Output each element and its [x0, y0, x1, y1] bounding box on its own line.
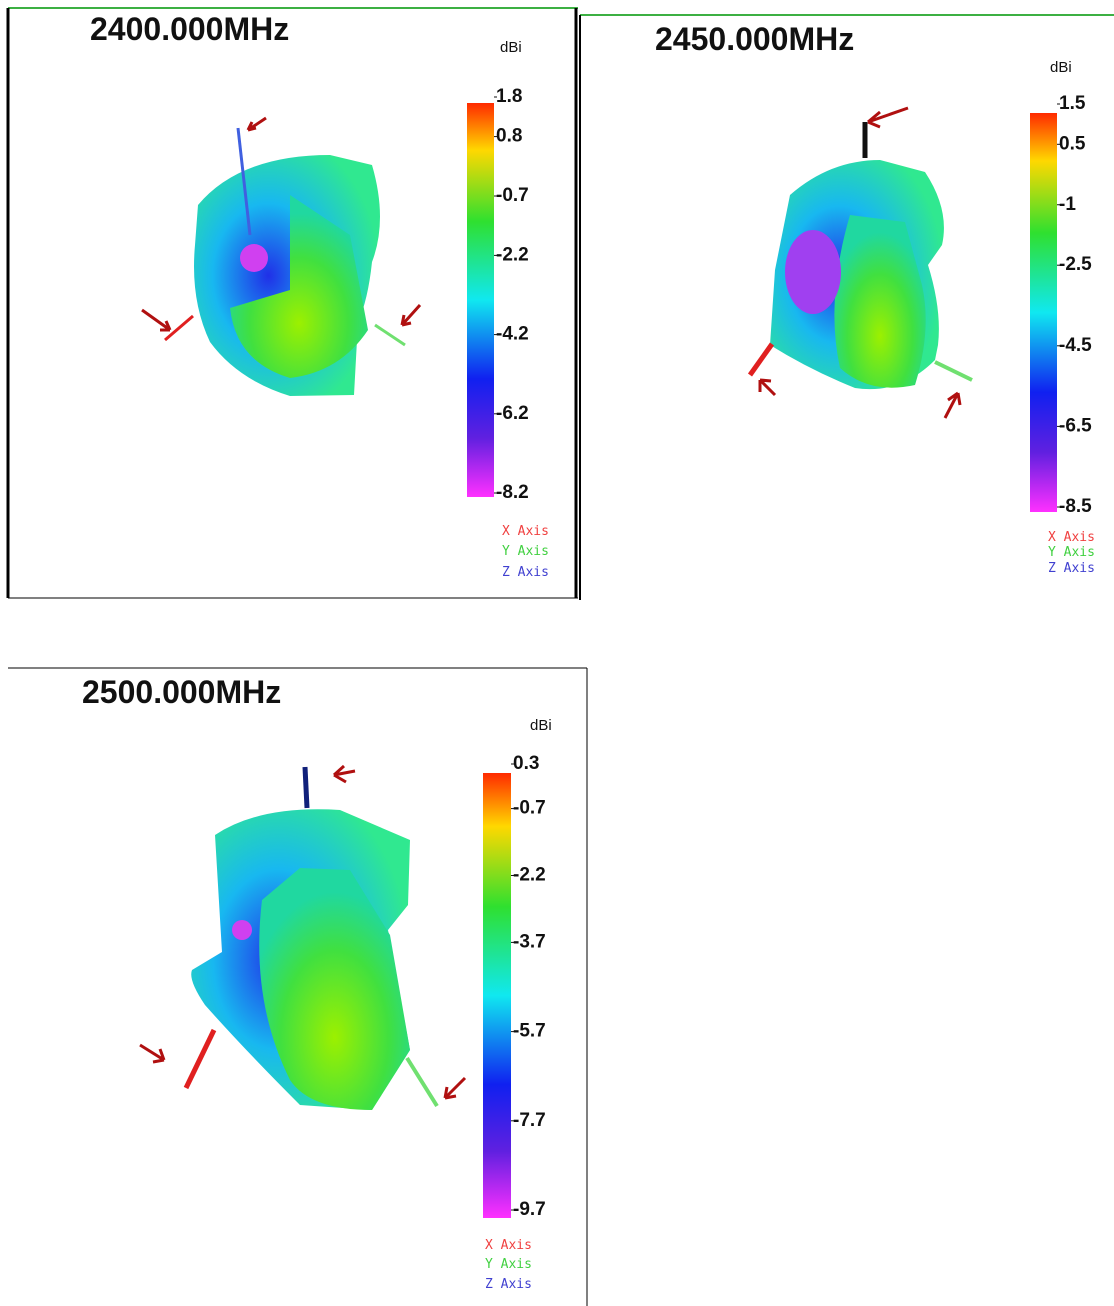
panel-title: 2400.000MHz — [90, 11, 289, 47]
axis-legend: Z Axis — [1048, 561, 1095, 576]
axis-legend: Y Axis — [502, 544, 549, 559]
scale-label: -6.2 — [496, 403, 529, 424]
axis-legend: Z Axis — [485, 1277, 532, 1292]
axis-legend: Z Axis — [502, 565, 549, 580]
scale-label: -4.5 — [1059, 335, 1092, 356]
scale-label: -2.2 — [496, 244, 529, 265]
color-bar — [467, 103, 494, 497]
scale-label: 1.5 — [1059, 93, 1086, 114]
scale-label: -4.2 — [496, 324, 529, 345]
axis-legend: X Axis — [502, 524, 549, 539]
scale-label: -2.5 — [1059, 254, 1092, 275]
scale-label: -8.5 — [1059, 496, 1092, 517]
scale-label: -5.7 — [513, 1021, 546, 1042]
scale-label: -9.7 — [513, 1199, 546, 1220]
panel-title: 2500.000MHz — [82, 674, 281, 710]
radiation-pattern — [142, 118, 420, 396]
scale-label: -7.7 — [513, 1110, 546, 1131]
axis-legend: Y Axis — [485, 1257, 532, 1272]
unit-label: dBi — [1050, 59, 1072, 76]
scale-label: 0.5 — [1059, 133, 1086, 154]
axis-legend: Y Axis — [1048, 545, 1095, 560]
scale-label: -0.7 — [513, 798, 546, 819]
scale-label: 0.8 — [496, 126, 522, 147]
color-bar — [1030, 113, 1057, 512]
screenshot: 2400.000MHz dBi 1.8 0.8 -0.7 -2.2 -4.2 -6.2 -8.2… — [0, 0, 1114, 1306]
scale-label: -6.5 — [1059, 415, 1092, 436]
scale-label: -0.7 — [496, 185, 529, 206]
radiation-pattern — [140, 766, 465, 1110]
unit-label: dBi — [500, 39, 522, 56]
axis-legend: X Axis — [485, 1238, 532, 1253]
color-bar — [483, 773, 511, 1218]
radiation-pattern — [750, 108, 972, 418]
unit-label: dBi — [530, 717, 552, 734]
scale-label: 1.8 — [496, 86, 522, 107]
scale-label: 0.3 — [513, 753, 539, 774]
scale-label: -2.2 — [513, 865, 546, 886]
axis-legend: X Axis — [1048, 530, 1095, 545]
scale-label: -1 — [1059, 194, 1076, 215]
panel-title: 2450.000MHz — [655, 21, 854, 57]
panel-frames — [8, 8, 1114, 1306]
scale-label: -3.7 — [513, 931, 546, 952]
scale-label: -8.2 — [496, 482, 529, 503]
